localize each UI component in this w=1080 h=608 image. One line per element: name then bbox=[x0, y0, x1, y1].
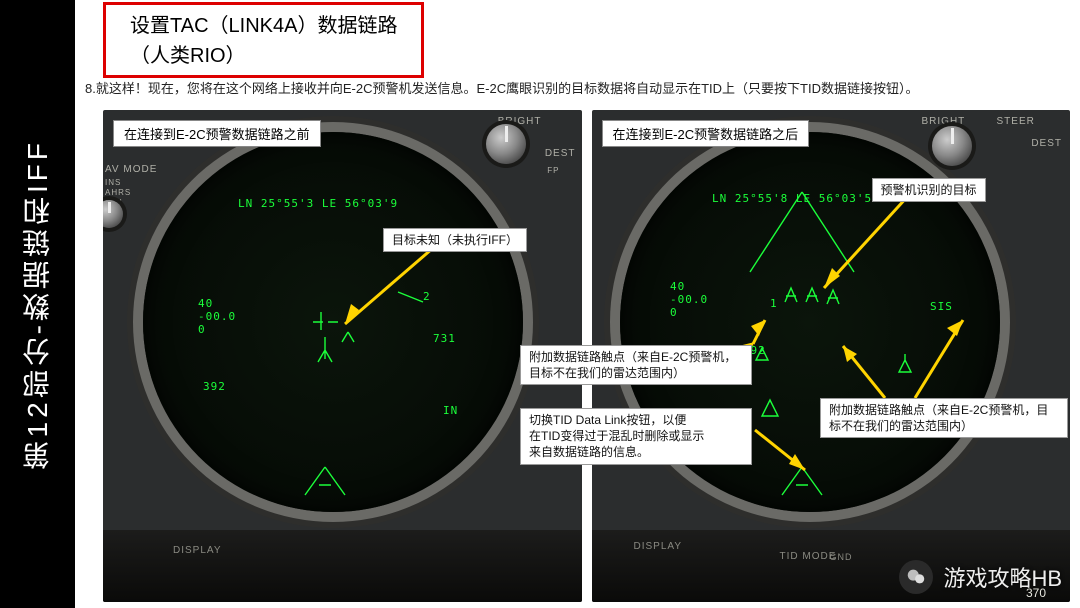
tid-l1: 切换TID Data Link按钮，以便 bbox=[529, 413, 686, 427]
steer-label: STEER bbox=[997, 116, 1035, 127]
in-label: IN bbox=[443, 404, 458, 417]
gnd-label: GND bbox=[830, 552, 853, 562]
bright-label-r: BRIGHT bbox=[922, 116, 966, 127]
title-line-1: 设置TAC（LINK4A）数据链路 bbox=[130, 11, 397, 41]
dest-label: DEST bbox=[545, 148, 576, 159]
rlblock-2: 0 bbox=[670, 306, 678, 319]
callout-dl-contact-1: 附加数据链路触点（来自E-2C预警机，目标不在我们的雷达范围内） bbox=[520, 345, 752, 385]
arrow-dl2b bbox=[835, 338, 905, 404]
tid-l2: 在TID变得过于混乱时删除或显示 bbox=[529, 429, 704, 443]
title-line-2: （人类RIO） bbox=[130, 41, 397, 71]
brand-text: 游戏攻略HB bbox=[943, 561, 1062, 593]
panel-bottom bbox=[103, 530, 582, 602]
tid-l3: 来自数据链路的信息。 bbox=[529, 445, 649, 459]
sidebar: 第12部分-数据链和IFF bbox=[0, 0, 75, 608]
ownship-sym bbox=[305, 467, 345, 495]
arrow-tid bbox=[751, 420, 815, 480]
ins-label: INS bbox=[105, 178, 121, 187]
callout-tid-toggle: 切换TID Data Link按钮，以便 在TID变得过于混乱时删除或显示 来自… bbox=[520, 408, 752, 465]
navmode-label: AV MODE bbox=[105, 164, 157, 175]
title-box: 设置TAC（LINK4A）数据链路 （人类RIO） bbox=[103, 2, 424, 78]
callout-awacs-targets: 预警机识别的目标 bbox=[872, 178, 986, 202]
display-label: DISPLAY bbox=[173, 545, 222, 556]
tgt-awacs-1 bbox=[785, 288, 797, 302]
bright-knob-r[interactable] bbox=[932, 126, 972, 166]
wechat-icon bbox=[899, 560, 933, 594]
tidmode-label: TID MODE bbox=[780, 551, 837, 562]
lblock2: 392 bbox=[203, 380, 226, 393]
fp-label: FP bbox=[547, 166, 559, 175]
callout-dl-contact-2: 附加数据链路触点（来自E-2C预警机，目标不在我们的雷达范围内） bbox=[820, 398, 1068, 438]
callout-unknown: 目标未知（未执行IFF） bbox=[383, 228, 527, 252]
dest-label-r: DEST bbox=[1031, 138, 1062, 149]
lblock-2: 0 bbox=[198, 323, 206, 336]
panel-before: 在连接到E-2C预警数据链路之前 BRIGHT AV MODE INS AHRS… bbox=[103, 110, 582, 602]
arrow-unknown bbox=[323, 242, 443, 342]
panel-before-label: 在连接到E-2C预警数据链路之前 bbox=[113, 120, 321, 147]
rlblock-0: 40 bbox=[670, 280, 685, 293]
footer-brand: 游戏攻略HB bbox=[899, 560, 1062, 594]
arrow-awacs bbox=[810, 190, 920, 300]
coord-text: LN 25°55'3 LE 56°03'9 bbox=[238, 197, 398, 210]
bright-knob[interactable] bbox=[486, 124, 526, 164]
ahrs-label: AHRS bbox=[105, 188, 131, 197]
panel-after-label: 在连接到E-2C预警数据链路之后 bbox=[602, 120, 810, 147]
main: 设置TAC（LINK4A）数据链路 （人类RIO） 8.就这样！现在，您将在这个… bbox=[75, 0, 1080, 608]
display-label-r: DISPLAY bbox=[634, 541, 683, 552]
sidebar-title: 第12部分-数据链和IFF bbox=[18, 139, 58, 469]
rlblock-1: -00.0 bbox=[670, 293, 708, 306]
lblock-0: 40 bbox=[198, 297, 213, 310]
other-sym bbox=[762, 400, 778, 416]
step-text: 8.就这样！现在，您将在这个网络上接收并向E-2C预警机发送信息。E-2C鹰眼识… bbox=[85, 78, 918, 97]
lblock-1: -00.0 bbox=[198, 310, 236, 323]
